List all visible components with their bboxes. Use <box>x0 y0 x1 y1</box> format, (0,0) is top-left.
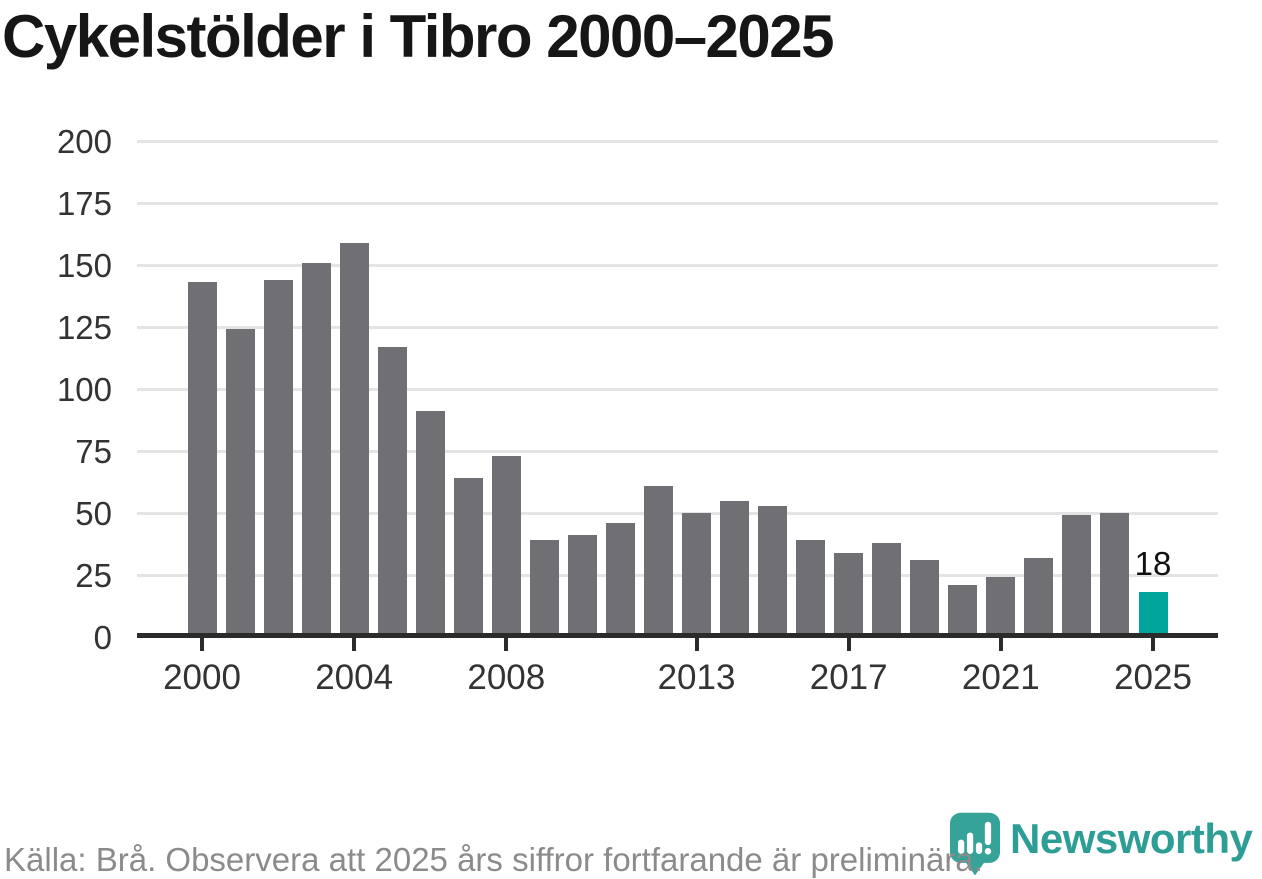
bar-2006 <box>415 411 445 637</box>
bar-2009 <box>529 540 559 637</box>
bar-2007 <box>453 478 483 637</box>
bar-2001 <box>225 329 255 637</box>
logo-bar-1 <box>958 839 965 854</box>
newsworthy-wordmark: Newsworthy <box>1010 814 1253 862</box>
bar-2020 <box>948 584 978 637</box>
y-tick-label-25: 25 <box>75 557 112 594</box>
gridline-150 <box>137 263 1218 267</box>
newsworthy-logo-icon <box>949 812 1001 875</box>
newsworthy-logo: Newsworthy <box>948 810 1253 879</box>
x-tick-label-2021: 2021 <box>961 658 1040 697</box>
bar-2023 <box>1062 515 1092 637</box>
bar-2013 <box>682 513 712 637</box>
x-tick-2013 <box>694 638 699 651</box>
logo-exclamation-bar <box>984 821 992 845</box>
x-tick-label-2013: 2013 <box>657 658 736 697</box>
gridline-100 <box>137 387 1218 391</box>
bar-2000 <box>187 282 217 637</box>
gridline-75 <box>137 449 1218 453</box>
x-tick-2008 <box>504 638 509 651</box>
logo-bar-2 <box>966 831 974 854</box>
bar-2004 <box>339 242 369 637</box>
plot-area: 0 25 50 75 100 125 150 175 200 2000 2004 2008 2013 20… <box>56 123 1218 697</box>
y-tick-label-50: 50 <box>75 495 112 532</box>
bar-2015 <box>758 505 788 637</box>
x-tick-label-2025: 2025 <box>1114 658 1192 697</box>
gridline-125 <box>137 325 1218 329</box>
y-tick-label-150: 150 <box>56 247 112 284</box>
y-tick-label-100: 100 <box>56 371 112 408</box>
bar-2005 <box>377 346 407 637</box>
bar-2008 <box>491 455 521 637</box>
x-axis-line <box>137 633 1218 638</box>
x-tick-2021 <box>998 638 1003 651</box>
y-tick-label-125: 125 <box>56 309 112 346</box>
bar-2011 <box>605 522 635 637</box>
logo-bar-3 <box>975 841 983 854</box>
bar-2016 <box>796 540 826 637</box>
gridline-200 <box>137 139 1218 143</box>
bar-2014 <box>720 500 750 637</box>
x-tick-label-2017: 2017 <box>809 658 888 697</box>
bar-2010 <box>567 535 597 637</box>
gridline-25 <box>137 573 1218 577</box>
logo-exclamation-dot <box>984 847 992 854</box>
x-tick-2017 <box>846 638 851 651</box>
bar-2017 <box>834 552 864 637</box>
chart-title: Cykelstölder i Tibro 2000–2025 <box>2 3 835 70</box>
bar-2022 <box>1024 557 1054 637</box>
y-tick-label-75: 75 <box>75 433 112 470</box>
gridline-50 <box>137 511 1218 515</box>
y-tick-label-0: 0 <box>93 619 112 656</box>
y-tick-label-175: 175 <box>56 185 112 222</box>
x-tick-2025 <box>1151 638 1155 651</box>
bar-2019 <box>910 560 940 637</box>
bar-2012 <box>643 485 673 637</box>
y-tick-label-200: 200 <box>56 123 112 160</box>
bar-2002 <box>263 279 293 637</box>
bar-2021 <box>986 577 1016 637</box>
x-tick-label-2008: 2008 <box>467 658 546 697</box>
x-tick-2004 <box>352 638 357 651</box>
bar-2024 <box>1100 513 1130 637</box>
source-note: Källa: Brå. Observera att 2025 års siffr… <box>4 841 983 878</box>
x-tick-2000 <box>200 638 204 651</box>
bar-2018 <box>872 542 902 637</box>
gridline-175 <box>137 201 1218 205</box>
x-tick-label-2004: 2004 <box>315 658 394 697</box>
bar-2003 <box>301 262 331 637</box>
bar-2025 <box>1138 592 1168 637</box>
x-tick-label-2000: 2000 <box>163 658 241 697</box>
highlight-value-label: 18 <box>1134 545 1172 583</box>
